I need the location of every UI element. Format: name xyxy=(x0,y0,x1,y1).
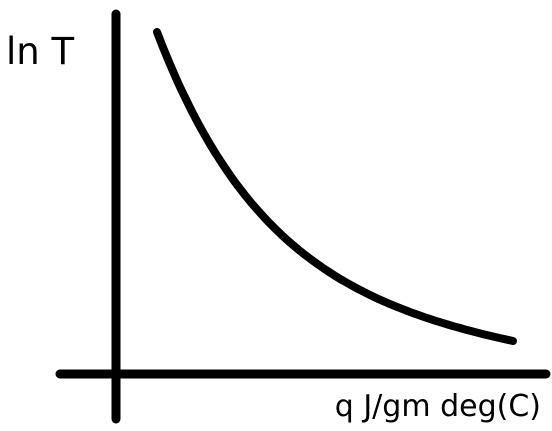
x-axis-label: q J/gm deg(C) xyxy=(335,389,541,424)
series-curve xyxy=(153,28,517,345)
y-axis-label: ln T xyxy=(6,30,74,73)
